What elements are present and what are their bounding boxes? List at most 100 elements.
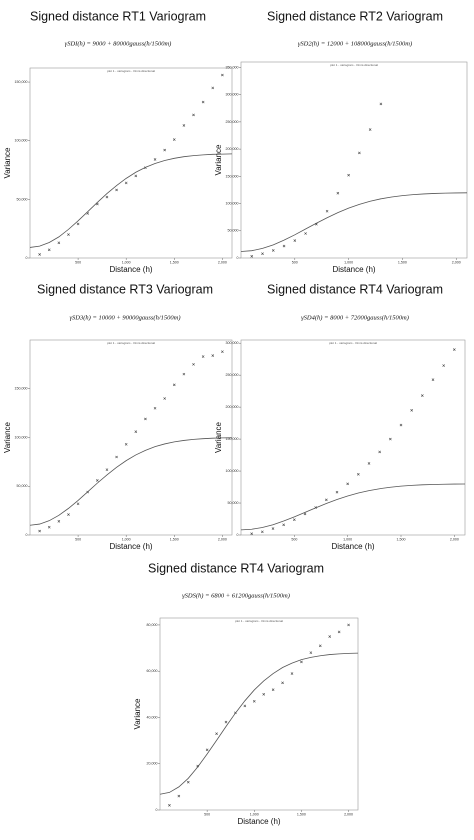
experimental-point bbox=[304, 232, 307, 235]
model-curve bbox=[29, 437, 233, 526]
y-axis-label: Variance bbox=[214, 421, 223, 453]
experimental-point bbox=[368, 128, 372, 131]
experimental-point bbox=[271, 688, 275, 692]
experimental-point bbox=[201, 100, 205, 104]
experimental-point bbox=[76, 502, 80, 506]
experimental-point bbox=[38, 253, 41, 256]
y-axis-label: Variance bbox=[3, 147, 12, 179]
experimental-point bbox=[261, 530, 264, 534]
experimental-point bbox=[182, 372, 186, 376]
y-tick-label: 50,000 bbox=[228, 229, 239, 233]
y-tick-label: 40,000 bbox=[147, 715, 158, 719]
model-curve bbox=[159, 652, 359, 795]
model-formula: γSDI(h) = 9000 + 80000gauss(h/1500m) bbox=[65, 40, 172, 47]
experimental-point bbox=[76, 222, 80, 226]
experimental-point bbox=[105, 195, 109, 199]
experimental-point bbox=[250, 532, 253, 536]
experimental-point bbox=[124, 443, 128, 446]
experimental-point bbox=[134, 174, 138, 178]
experimental-point bbox=[215, 732, 218, 735]
experimental-point bbox=[47, 525, 51, 529]
y-tick-label: 100,000 bbox=[226, 469, 239, 473]
experimental-point bbox=[144, 417, 147, 421]
experimental-point bbox=[38, 529, 41, 533]
y-tick-label: 60,000 bbox=[147, 669, 158, 673]
y-tick-label: 50,000 bbox=[228, 501, 239, 505]
y-tick-label: 150,000 bbox=[15, 80, 28, 84]
y-tick-label: 20,000 bbox=[147, 762, 158, 766]
experimental-point bbox=[192, 113, 195, 117]
experimental-point bbox=[389, 437, 392, 441]
experimental-point bbox=[325, 209, 329, 213]
experimental-point bbox=[67, 513, 70, 516]
experimental-point bbox=[303, 512, 307, 516]
experimental-point bbox=[421, 394, 424, 397]
x-tick-label: 500 bbox=[291, 537, 297, 541]
chart-panel: Signed distance RT2 Variogram γSD2(h) = 1… bbox=[214, 9, 468, 274]
y-tick-label: 50,000 bbox=[17, 484, 28, 488]
y-axis-label: Variance bbox=[214, 144, 223, 176]
x-tick-label: 1,000 bbox=[122, 260, 131, 264]
x-tick-label: 1,000 bbox=[344, 260, 353, 264]
experimental-point bbox=[347, 623, 350, 627]
experimental-point bbox=[172, 383, 176, 387]
x-tick-label: 1,500 bbox=[397, 537, 406, 541]
chart-title: Signed distance RT1 Variogram bbox=[30, 9, 206, 23]
y-tick-label: 100,000 bbox=[226, 202, 239, 206]
y-tick-label: 300,000 bbox=[226, 341, 239, 345]
experimental-point bbox=[124, 181, 128, 185]
chart-panel: Signed distance RT4 Variogram γSD4(h) = 8… bbox=[214, 282, 466, 551]
experimental-point bbox=[335, 490, 339, 494]
plot-header: plot 1 - variogram - Omni-directional bbox=[235, 619, 283, 623]
experimental-point bbox=[290, 672, 294, 675]
x-tick-label: 1,500 bbox=[297, 812, 306, 816]
experimental-point bbox=[431, 378, 435, 381]
experimental-point bbox=[252, 699, 256, 703]
experimental-point bbox=[182, 124, 186, 127]
experimental-point bbox=[318, 644, 322, 648]
x-tick-label: 500 bbox=[75, 260, 81, 264]
experimental-point bbox=[163, 148, 166, 152]
experimental-point bbox=[177, 794, 181, 798]
y-tick-label: 200,000 bbox=[226, 147, 239, 151]
experimental-point bbox=[367, 462, 371, 465]
experimental-point bbox=[453, 348, 456, 351]
x-tick-label: 500 bbox=[204, 812, 210, 816]
experimental-point bbox=[293, 518, 296, 521]
x-tick-label: 2,000 bbox=[450, 537, 459, 541]
plot-header: plot 1 - variogram - Omni-directional bbox=[330, 63, 378, 67]
experimental-point bbox=[336, 191, 340, 195]
experimental-point bbox=[378, 450, 381, 454]
chart-title: Signed distance RT4 Variogram bbox=[267, 282, 443, 296]
y-tick-label: 0 bbox=[156, 808, 158, 812]
y-tick-label: 0 bbox=[26, 256, 28, 260]
experimental-point bbox=[211, 86, 215, 90]
experimental-point bbox=[186, 780, 190, 784]
x-tick-label: 1,000 bbox=[250, 812, 259, 816]
x-axis-label: Distance (h) bbox=[237, 817, 280, 826]
model-formula: γSD3(h) = 10000 + 90000gauss(h/1500m) bbox=[70, 314, 181, 321]
x-tick-label: 2,000 bbox=[218, 260, 227, 264]
y-tick-label: 0 bbox=[26, 533, 28, 537]
experimental-point bbox=[47, 248, 51, 252]
experimental-point bbox=[325, 498, 328, 502]
plot-header: plot 1 - variogram - Omni-directional bbox=[107, 69, 155, 73]
experimental-point bbox=[221, 350, 224, 354]
experimental-point bbox=[357, 472, 360, 476]
plot-frame bbox=[29, 67, 233, 259]
experimental-point bbox=[271, 249, 275, 252]
experimental-point bbox=[399, 423, 403, 427]
experimental-point bbox=[379, 102, 383, 106]
experimental-point bbox=[281, 681, 284, 685]
chart-panel: Signed distance RT1 Variogram γSDI(h) = 9… bbox=[3, 9, 233, 274]
chart-title: Signed distance RT3 Variogram bbox=[37, 282, 213, 296]
experimental-point bbox=[57, 241, 61, 245]
model-curve bbox=[29, 153, 233, 248]
x-tick-label: 1,000 bbox=[122, 537, 131, 541]
chart-panel: Signed distance RT4 Variogram γSDS(h) = 6… bbox=[133, 561, 359, 826]
experimental-point bbox=[410, 409, 413, 412]
model-formula: γSD2(h) = 12000 + 108000gauss(h/1500m) bbox=[298, 40, 412, 47]
experimental-point bbox=[115, 188, 118, 192]
x-axis-label: Distance (h) bbox=[109, 265, 152, 274]
